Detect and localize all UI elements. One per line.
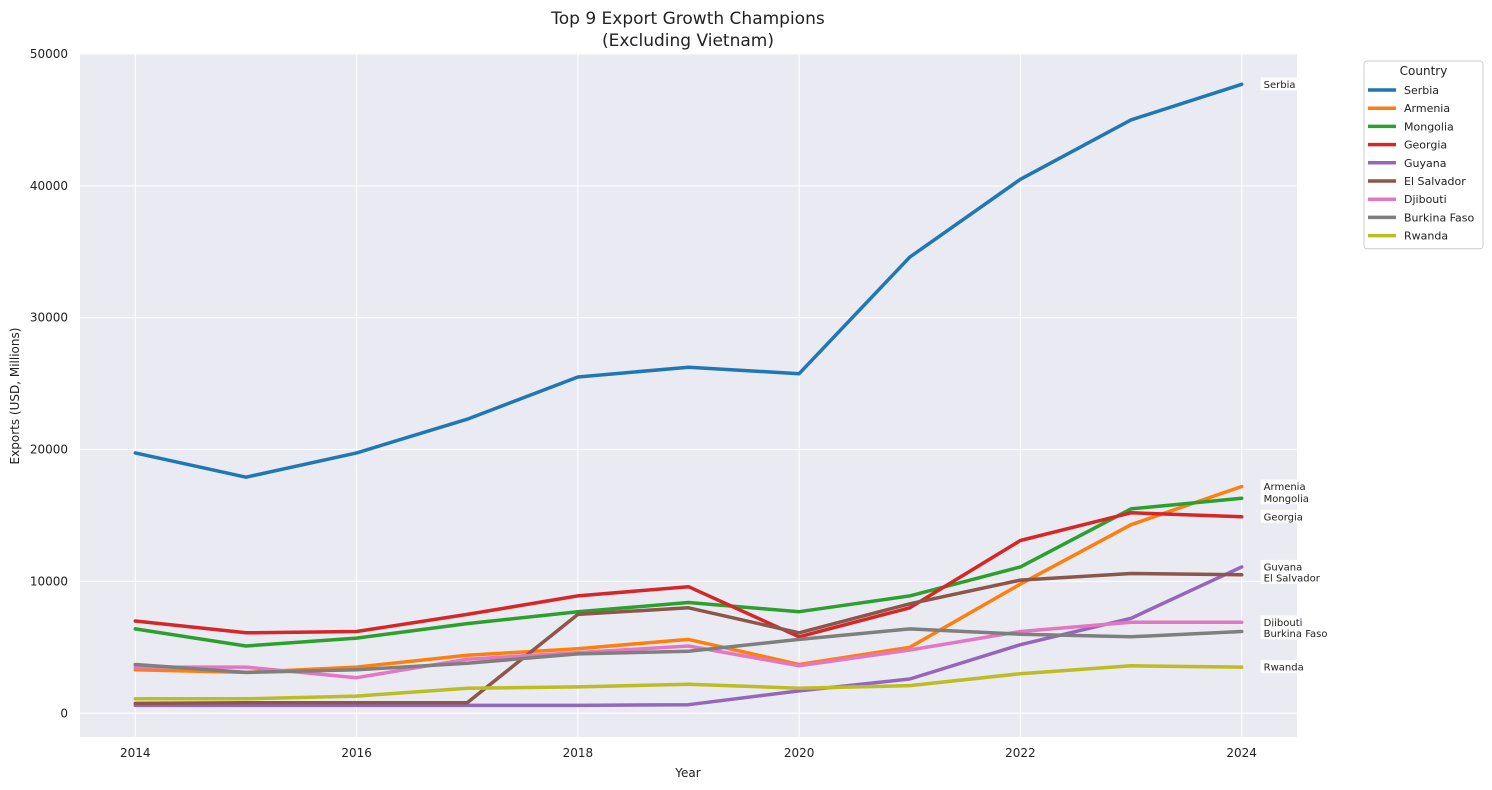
legend-item-label: Djibouti (1404, 193, 1447, 206)
legend-item-label: Mongolia (1404, 120, 1454, 133)
legend-item-label: Armenia (1404, 102, 1450, 115)
x-tick-label: 2016 (341, 746, 372, 760)
chart-title: Top 9 Export Growth Champions (550, 9, 825, 29)
x-tick-label: 2020 (784, 746, 815, 760)
y-tick-label: 40000 (30, 179, 68, 193)
end-label: Georgia (1264, 512, 1303, 523)
series-line-burkina-faso (133, 627, 1244, 675)
x-tick-label: 2014 (120, 746, 151, 760)
y-tick-label: 50000 (30, 47, 68, 61)
series-line-serbia (133, 82, 1244, 479)
end-label: Rwanda (1264, 663, 1304, 674)
end-label-background (1260, 559, 1304, 573)
end-label: El Salvador (1264, 573, 1321, 584)
legend-item-label: Rwanda (1404, 230, 1448, 243)
legend-item-label: Serbia (1404, 84, 1439, 97)
end-label-background (1260, 77, 1304, 91)
series-line-mongolia (133, 496, 1244, 648)
x-axis-label: Year (674, 766, 700, 780)
legend-item-label: Guyana (1404, 157, 1446, 170)
y-tick-label: 0 (60, 706, 68, 720)
series-line-armenia (133, 484, 1244, 675)
end-label-background (1260, 509, 1311, 523)
y-tick-label: 20000 (30, 443, 68, 457)
x-tick-label: 2024 (1226, 746, 1257, 760)
end-label: Mongolia (1264, 494, 1309, 505)
y-tick-label: 10000 (30, 574, 68, 588)
end-label-background (1260, 660, 1304, 674)
x-tick-label: 2018 (563, 746, 594, 760)
end-label: Djibouti (1264, 618, 1303, 629)
series-line-djibouti (133, 620, 1244, 680)
series-line-georgia (133, 511, 1244, 639)
end-label-background (1260, 626, 1342, 640)
x-tick-label: 2022 (1005, 746, 1036, 760)
plot-area (80, 53, 1297, 737)
end-label: Armenia (1264, 482, 1306, 493)
legend: Country Serbia Armenia Mongolia Georgia Guyan… (1363, 60, 1484, 250)
series-line-el-salvador (133, 571, 1244, 706)
legend-item-label: El Salvador (1404, 175, 1466, 188)
y-axis-label: Exports (USD, Millions) (8, 328, 22, 465)
chart-subtitle: (Excluding Vietnam) (602, 31, 774, 51)
series-line-rwanda (133, 664, 1244, 701)
end-label-background (1260, 615, 1317, 629)
legend-title: Country (1400, 64, 1448, 78)
end-label: Serbia (1264, 80, 1296, 91)
plot-background (80, 54, 1297, 737)
end-label-background (1260, 491, 1317, 505)
legend-item-label: Burkina Faso (1404, 211, 1474, 224)
legend-item-label: Georgia (1404, 139, 1447, 152)
end-label: Guyana (1264, 562, 1303, 573)
end-label: Burkina Faso (1264, 629, 1328, 640)
y-tick-label: 30000 (30, 311, 68, 325)
end-label-background (1260, 570, 1335, 584)
end-label-background (1260, 479, 1311, 493)
